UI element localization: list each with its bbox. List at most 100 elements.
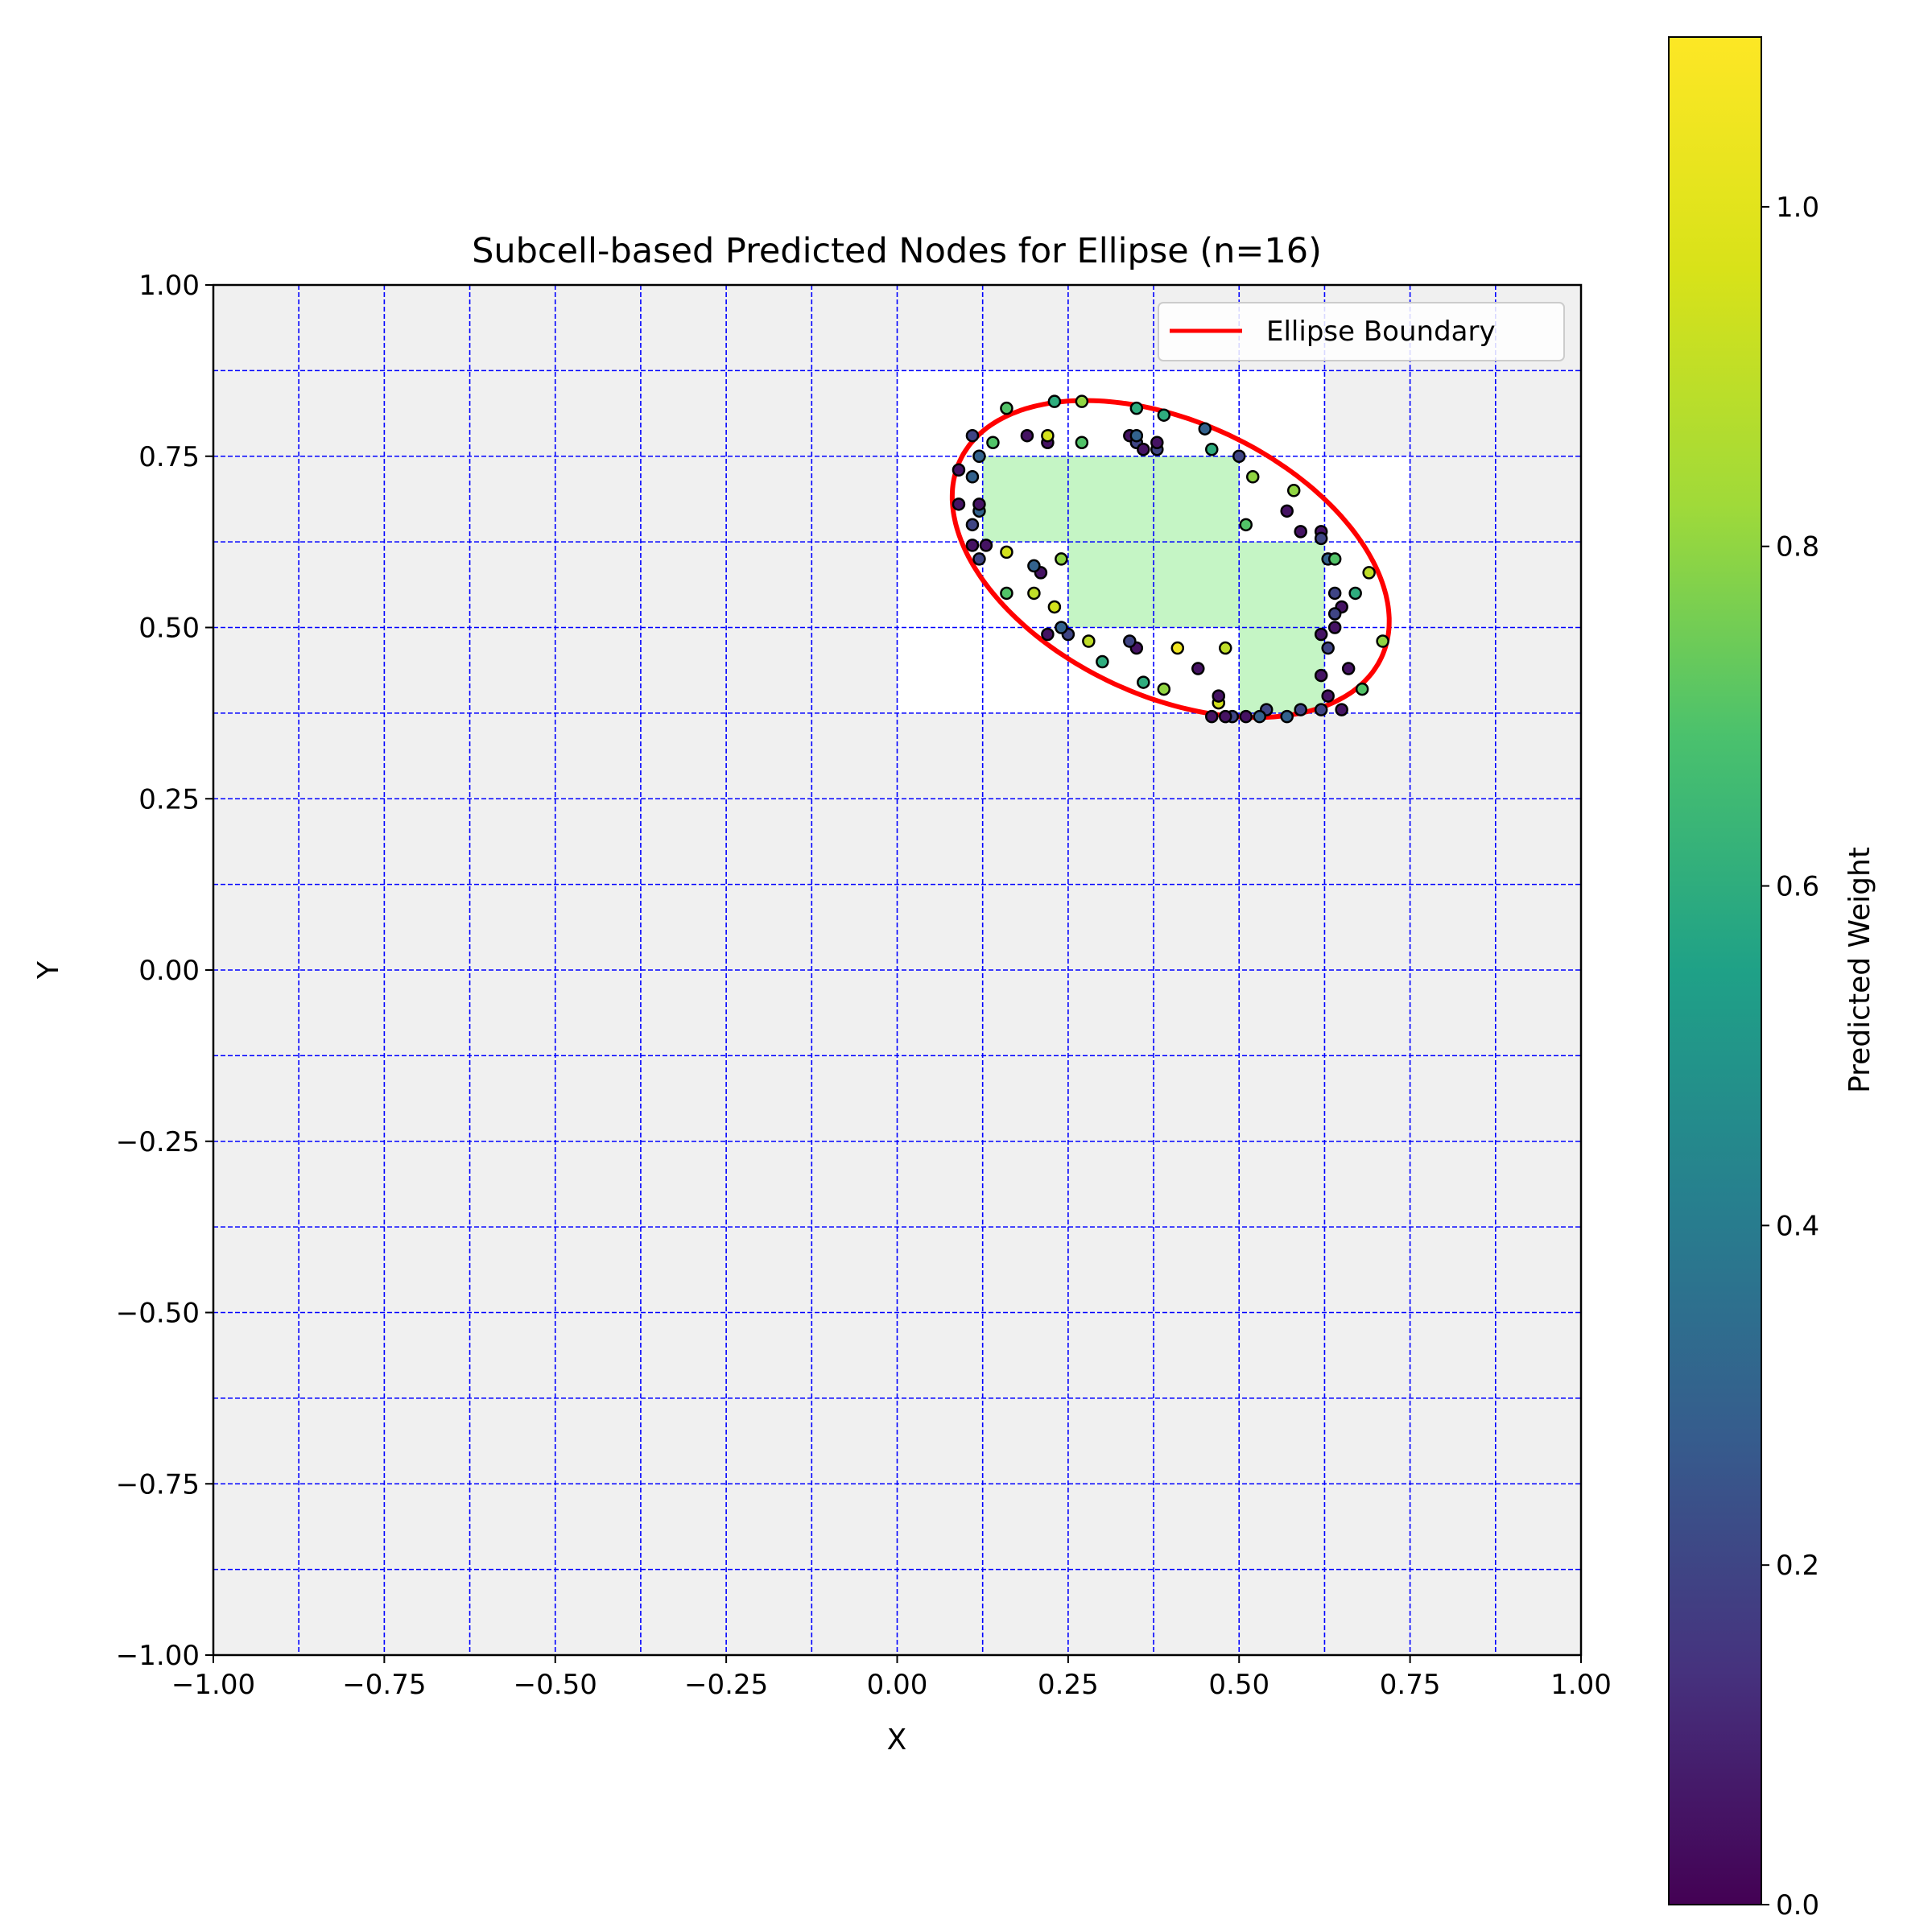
predicted-node xyxy=(1294,525,1307,539)
x-tick-label: −0.75 xyxy=(342,1669,426,1701)
predicted-node xyxy=(1219,641,1232,655)
predicted-node xyxy=(1123,634,1137,648)
inside-cell xyxy=(1067,542,1154,628)
predicted-node xyxy=(1327,552,1342,566)
predicted-node xyxy=(965,428,980,443)
predicted-node xyxy=(1294,703,1307,716)
predicted-node xyxy=(1096,654,1109,669)
y-tick-label: 0.00 xyxy=(138,955,200,987)
predicted-node xyxy=(1075,436,1089,449)
subcell-layer xyxy=(897,370,1410,713)
y-tick-label: 1.00 xyxy=(138,270,200,302)
predicted-node xyxy=(965,539,980,552)
predicted-node xyxy=(1327,621,1342,634)
predicted-node xyxy=(1232,449,1246,463)
predicted-node xyxy=(1047,394,1062,408)
cut-cell xyxy=(1239,456,1325,543)
predicted-node xyxy=(1027,559,1041,573)
predicted-node xyxy=(1314,703,1328,716)
colorbar-tick-label: 0.0 xyxy=(1776,1889,1819,1922)
predicted-node xyxy=(1253,709,1266,724)
predicted-node xyxy=(1335,703,1348,716)
predicted-node xyxy=(1280,709,1294,724)
grid-lines xyxy=(213,285,1581,1655)
predicted-node xyxy=(1075,394,1089,408)
x-tick-label: −0.25 xyxy=(684,1669,768,1701)
predicted-node xyxy=(1314,531,1328,546)
y-tick-label: 0.25 xyxy=(138,783,200,815)
predicted-node xyxy=(1137,442,1150,456)
y-tick-label: −0.25 xyxy=(116,1126,200,1158)
colorbar-tick-label: 0.6 xyxy=(1776,871,1819,903)
predicted-node xyxy=(1157,682,1171,696)
predicted-node xyxy=(1000,401,1013,415)
predicted-node xyxy=(1348,586,1362,601)
x-tick-label: 1.00 xyxy=(1550,1669,1612,1701)
predicted-node xyxy=(1198,422,1212,436)
predicted-node xyxy=(1362,566,1376,580)
colorbar-tick-label: 1.0 xyxy=(1776,192,1819,224)
x-axis: −1.00 −0.75 −0.50 −0.25 0.00 0.25 0.50 0.75 1.00 xyxy=(171,1655,1612,1701)
x-tick-label: 0.50 xyxy=(1208,1669,1269,1701)
x-axis-label: X xyxy=(887,1724,907,1757)
x-tick-label: 0.00 xyxy=(867,1669,928,1701)
predicted-node xyxy=(1376,634,1389,648)
cut-cell xyxy=(1067,627,1154,713)
cut-cell xyxy=(1324,456,1410,543)
predicted-node xyxy=(1212,689,1226,703)
predicted-node xyxy=(1000,545,1013,559)
predicted-node xyxy=(972,497,986,511)
legend-ellipse-label: Ellipse Boundary xyxy=(1266,316,1496,348)
y-tick-label: 0.50 xyxy=(138,613,200,645)
legend: Ellipse Boundary xyxy=(1158,302,1565,361)
predicted-node xyxy=(1041,428,1055,443)
predicted-node xyxy=(1280,504,1294,518)
x-tick-label: −1.00 xyxy=(171,1669,255,1701)
predicted-node xyxy=(1314,668,1328,683)
legend-box xyxy=(1158,302,1565,361)
y-tick-label: −1.00 xyxy=(116,1640,200,1672)
predicted-node xyxy=(1239,709,1253,724)
predicted-node xyxy=(1055,552,1068,566)
colorbar-tick-label: 0.2 xyxy=(1776,1550,1819,1582)
colorbar-ticks: 0.0 0.2 0.4 0.6 0.8 1.0 xyxy=(1761,192,1819,1922)
predicted-node xyxy=(972,552,986,566)
predicted-node xyxy=(952,497,966,511)
cut-cell xyxy=(897,370,983,456)
predicted-node xyxy=(965,470,980,484)
colorbar-tick-label: 0.4 xyxy=(1776,1210,1819,1242)
predicted-node xyxy=(1205,442,1219,456)
predicted-node xyxy=(1321,689,1335,703)
predicted-node xyxy=(1191,662,1205,675)
predicted-node xyxy=(1321,641,1335,655)
predicted-node xyxy=(1055,621,1068,634)
predicted-node xyxy=(1157,408,1171,422)
y-tick-label: 0.75 xyxy=(138,441,200,473)
cut-cell xyxy=(982,542,1068,628)
predicted-node xyxy=(965,518,980,532)
predicted-node xyxy=(1129,428,1144,443)
colorbar: 0.0 0.2 0.4 0.6 0.8 1.0 Predicted Weight xyxy=(1668,36,1876,1922)
predicted-node xyxy=(1341,662,1356,675)
predicted-node xyxy=(1239,518,1253,532)
inside-cell xyxy=(1154,456,1240,543)
predicted-node xyxy=(1219,709,1232,724)
predicted-node xyxy=(1245,470,1260,484)
y-tick-label: −0.75 xyxy=(116,1468,200,1501)
x-tick-label: −0.50 xyxy=(514,1669,597,1701)
y-axis: −1.00 −0.75 −0.50 −0.25 0.00 0.25 0.50 0.75 1.00 xyxy=(116,270,213,1672)
predicted-node xyxy=(1047,600,1062,614)
inside-cell xyxy=(1154,542,1240,628)
predicted-node xyxy=(1314,627,1328,642)
y-axis-label: Y xyxy=(32,960,65,980)
chart-title: Subcell-based Predicted Nodes for Ellips… xyxy=(472,231,1322,271)
cut-cell xyxy=(1239,370,1325,456)
predicted-node xyxy=(1082,634,1096,648)
cut-cell xyxy=(982,627,1068,713)
predicted-node xyxy=(952,463,966,477)
predicted-nodes xyxy=(952,394,1389,724)
predicted-node xyxy=(1327,586,1342,601)
predicted-node xyxy=(972,449,986,463)
colorbar-label: Predicted Weight xyxy=(1843,847,1876,1093)
